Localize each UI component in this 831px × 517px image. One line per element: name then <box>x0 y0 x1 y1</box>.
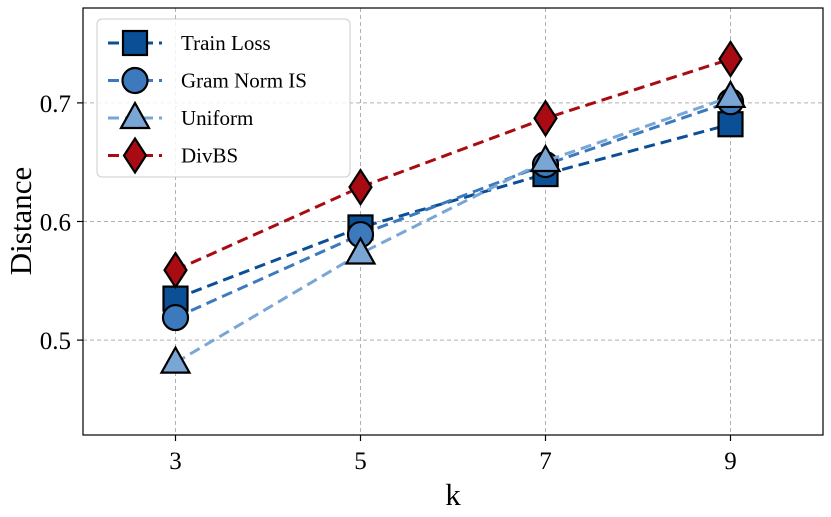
ticks: 3 5 7 9 0.5 0.6 0.7 <box>40 91 737 475</box>
legend-box <box>96 18 351 178</box>
data-point <box>718 39 743 79</box>
x-tick-label: 7 <box>539 448 552 475</box>
data-point <box>161 303 190 332</box>
data-point <box>529 143 562 173</box>
series-layer <box>159 39 747 374</box>
x-tick-label: 5 <box>354 448 367 475</box>
series-divbs <box>163 39 743 290</box>
legend-marker <box>119 100 151 130</box>
data-point <box>533 99 558 138</box>
data-point <box>348 168 373 207</box>
legend-marker <box>122 136 148 175</box>
data-point <box>163 251 188 290</box>
legend-entry: DivBS <box>108 136 238 175</box>
y-tick-label: 0.5 <box>40 328 71 355</box>
legend-label: Uniform <box>181 106 253 130</box>
x-tick-label: 3 <box>169 448 182 475</box>
data-point <box>717 111 744 138</box>
legend-marker <box>121 66 149 95</box>
legend-label: DivBS <box>181 144 238 168</box>
legend-entry: Uniform <box>108 100 253 130</box>
legend: Train Loss Gram Norm IS Uniform DivBS <box>96 18 351 178</box>
legend-entry: Train Loss <box>108 29 271 57</box>
series-uniform <box>159 79 747 374</box>
legend-label: Gram Norm IS <box>181 69 307 93</box>
y-tick-label: 0.6 <box>40 210 71 237</box>
data-point <box>344 236 377 265</box>
series-line <box>174 95 731 364</box>
x-tick-label: 9 <box>724 448 737 475</box>
y-tick-label: 0.7 <box>40 91 71 118</box>
legend-marker <box>121 29 149 57</box>
series-line <box>174 122 731 300</box>
data-point <box>159 345 192 374</box>
legend-entry: Gram Norm IS <box>108 66 307 95</box>
legend-label: Train Loss <box>181 31 271 55</box>
series-line <box>174 57 731 272</box>
y-axis-label: Distance <box>3 167 38 275</box>
series-line <box>174 100 731 319</box>
data-point <box>714 79 747 109</box>
x-axis-label: k <box>445 477 461 512</box>
